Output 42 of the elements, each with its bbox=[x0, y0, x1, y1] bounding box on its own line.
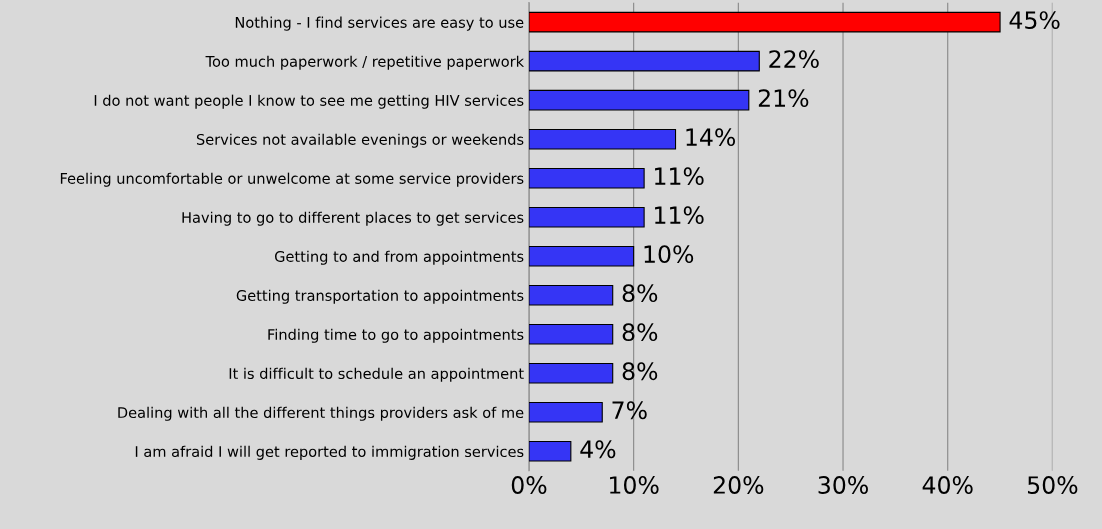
data-label: 11% bbox=[655, 206, 704, 225]
y-tick-label: Services not available evenings or weekends bbox=[196, 133, 524, 148]
bar bbox=[528, 362, 614, 384]
bar bbox=[528, 50, 760, 72]
data-label: 10% bbox=[644, 245, 694, 264]
bar bbox=[528, 323, 614, 345]
y-tick-label: Feeling uncomfortable or unwelcome at some service providers bbox=[60, 172, 524, 187]
bar bbox=[528, 401, 603, 423]
x-tick-label: 0% bbox=[511, 476, 547, 494]
data-label: 21% bbox=[758, 89, 809, 108]
bar bbox=[528, 440, 572, 462]
y-tick-label: Getting to and from appointments bbox=[274, 250, 524, 265]
x-tick-label: 20% bbox=[713, 476, 764, 494]
y-tick-label: It is difficult to schedule an appointment bbox=[229, 367, 524, 382]
data-label: 7% bbox=[612, 401, 647, 420]
y-tick-label: I am afraid I will get reported to immigration services bbox=[135, 445, 524, 460]
data-label: 8% bbox=[622, 323, 658, 342]
bar bbox=[528, 206, 645, 228]
bar bbox=[528, 167, 645, 189]
data-label: 8% bbox=[622, 284, 658, 303]
y-tick-label: Getting transportation to appointments bbox=[236, 289, 524, 304]
data-label: 11% bbox=[655, 167, 704, 186]
y-tick-label: I do not want people I know to see me getting HIV services bbox=[94, 94, 524, 109]
bar bbox=[528, 284, 614, 306]
x-tick-label: 30% bbox=[818, 476, 868, 494]
y-tick-label: Too much paperwork / repetitive paperwork bbox=[205, 55, 525, 70]
data-label: 22% bbox=[769, 50, 819, 69]
y-tick-label: Having to go to different places to get services bbox=[182, 211, 524, 226]
y-tick-label: Nothing - I find services are easy to use bbox=[235, 16, 524, 31]
data-label: 4% bbox=[580, 440, 616, 459]
data-label: 45% bbox=[1009, 11, 1060, 29]
bar bbox=[528, 11, 1001, 33]
bar bbox=[528, 128, 677, 150]
bar bbox=[528, 89, 750, 111]
data-label: 14% bbox=[686, 128, 736, 147]
bar bbox=[528, 245, 635, 267]
y-tick-label: Finding time to go to appointments bbox=[268, 328, 524, 343]
x-tick-label: 40% bbox=[922, 476, 973, 494]
data-label: 8% bbox=[622, 362, 658, 381]
x-tick-label: 50% bbox=[1027, 476, 1078, 494]
x-tick-label: 10% bbox=[610, 476, 659, 494]
y-tick-label: Dealing with all the different things providers ask of me bbox=[118, 406, 524, 421]
